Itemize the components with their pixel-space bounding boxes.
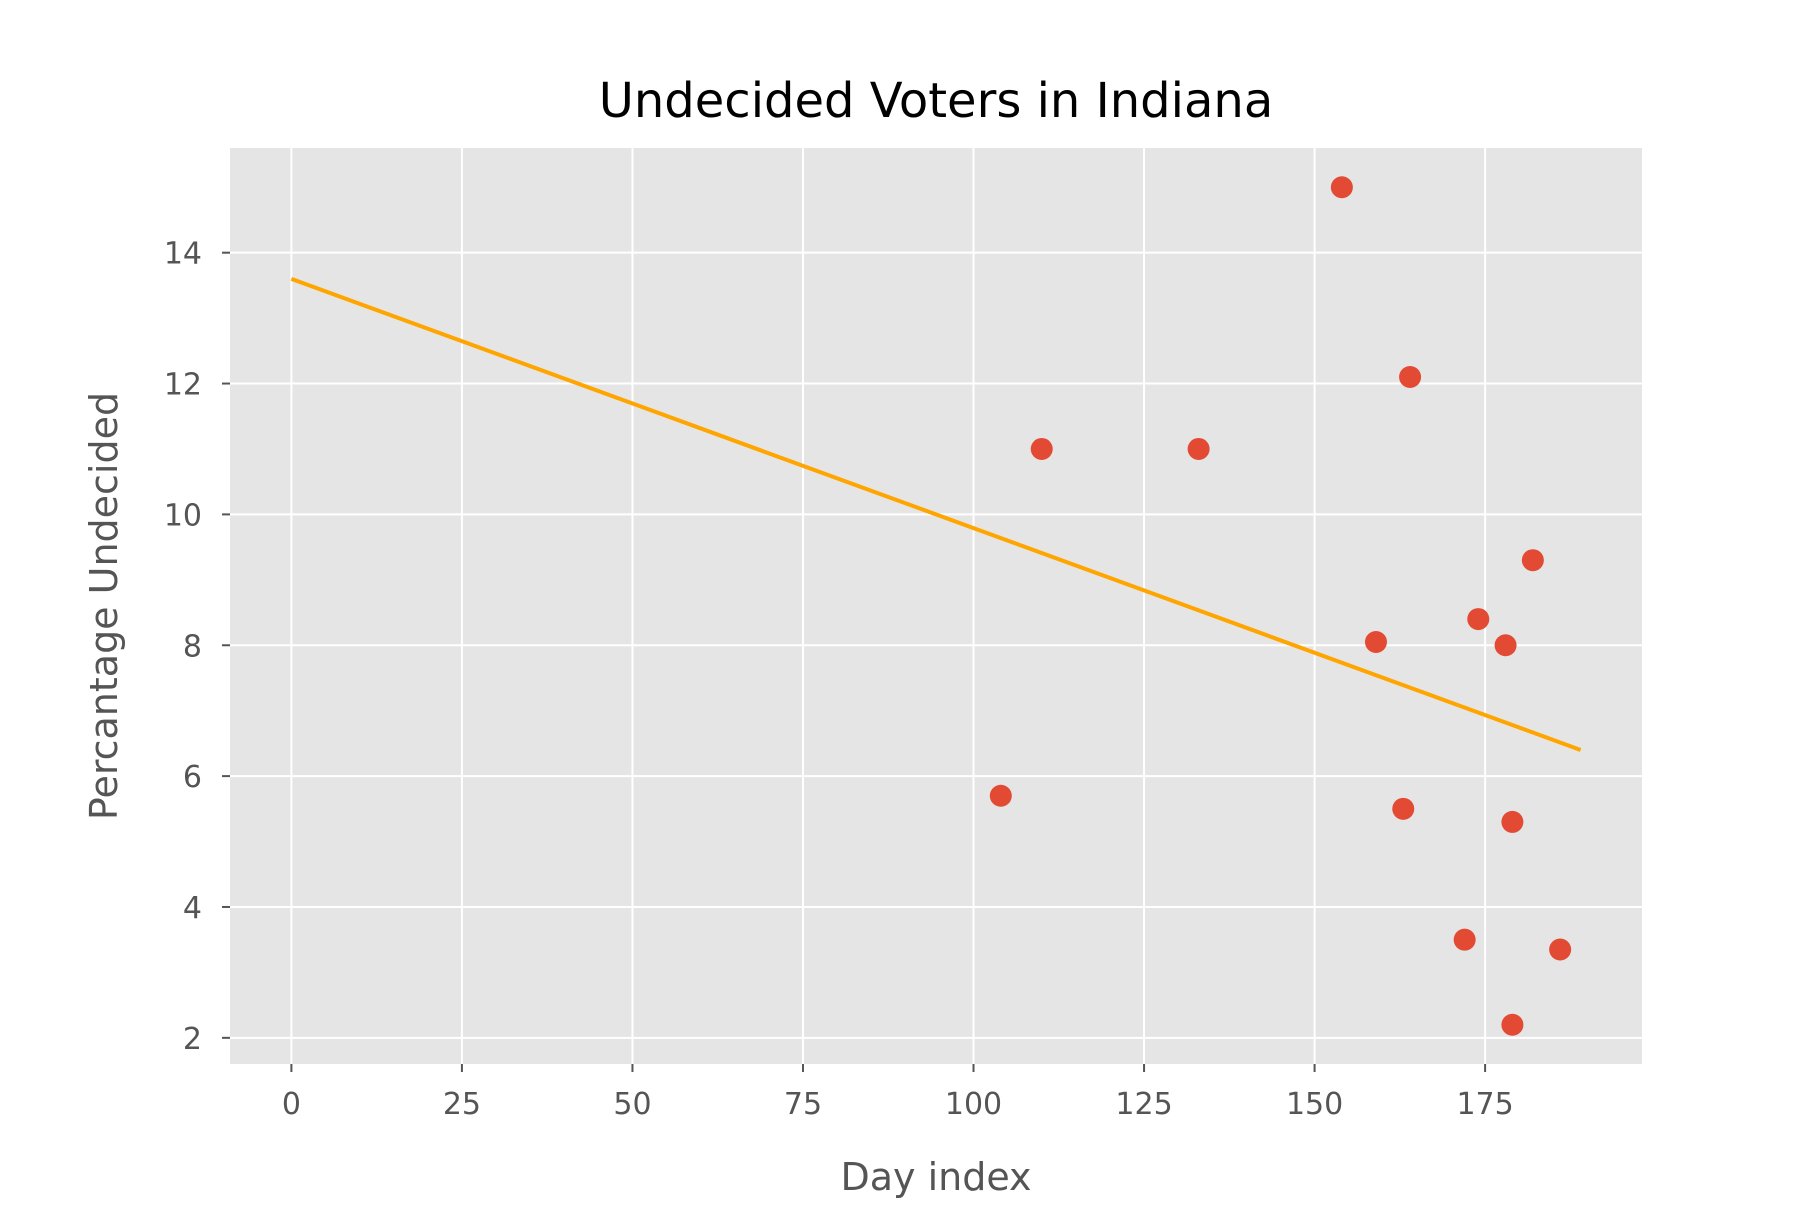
scatter-point <box>1501 1013 1524 1036</box>
y-axis-label: Percantage Undecided <box>82 392 126 820</box>
x-tick-label: 25 <box>443 1087 481 1122</box>
x-axis-label: Day index <box>840 1155 1031 1199</box>
scatter-point <box>1030 437 1053 460</box>
x-tick-label: 50 <box>613 1087 651 1122</box>
scatter-point <box>989 784 1012 807</box>
scatter-point <box>1521 549 1544 572</box>
scatter-point <box>1399 366 1422 388</box>
y-tick-label: 8 <box>183 629 202 664</box>
scatter-point <box>1467 608 1490 631</box>
data-marks <box>290 176 1582 1036</box>
trend-line <box>290 276 1582 752</box>
scatter-point <box>1453 928 1476 951</box>
y-tick-label: 10 <box>164 498 202 533</box>
y-tick-label: 14 <box>164 237 202 272</box>
scatter-point <box>1364 630 1387 653</box>
axis-ticks: 0 25 50 75 100 125 150 175 2 4 6 8 10 12 14 <box>164 237 1514 1122</box>
y-tick-label: 4 <box>183 891 202 926</box>
scatter-point <box>1330 176 1353 199</box>
x-tick-label: 175 <box>1456 1087 1513 1122</box>
x-tick-label: 0 <box>282 1087 301 1122</box>
plot-background <box>230 148 1642 1064</box>
scatter-point <box>1494 634 1517 657</box>
y-tick-label: 2 <box>183 1022 202 1057</box>
y-tick-label: 6 <box>183 760 202 795</box>
scatter-point <box>1392 797 1415 820</box>
x-tick-label: 100 <box>945 1087 1002 1122</box>
chart-title: Undecided Voters in Indiana <box>599 73 1273 129</box>
y-tick-label: 12 <box>164 368 202 403</box>
x-tick-label: 75 <box>784 1087 822 1122</box>
scatter-point <box>1549 938 1572 961</box>
scatter-point <box>1187 437 1210 460</box>
x-tick-label: 125 <box>1115 1087 1172 1122</box>
x-tick-label: 150 <box>1286 1087 1343 1122</box>
scatter-point <box>1501 810 1524 833</box>
